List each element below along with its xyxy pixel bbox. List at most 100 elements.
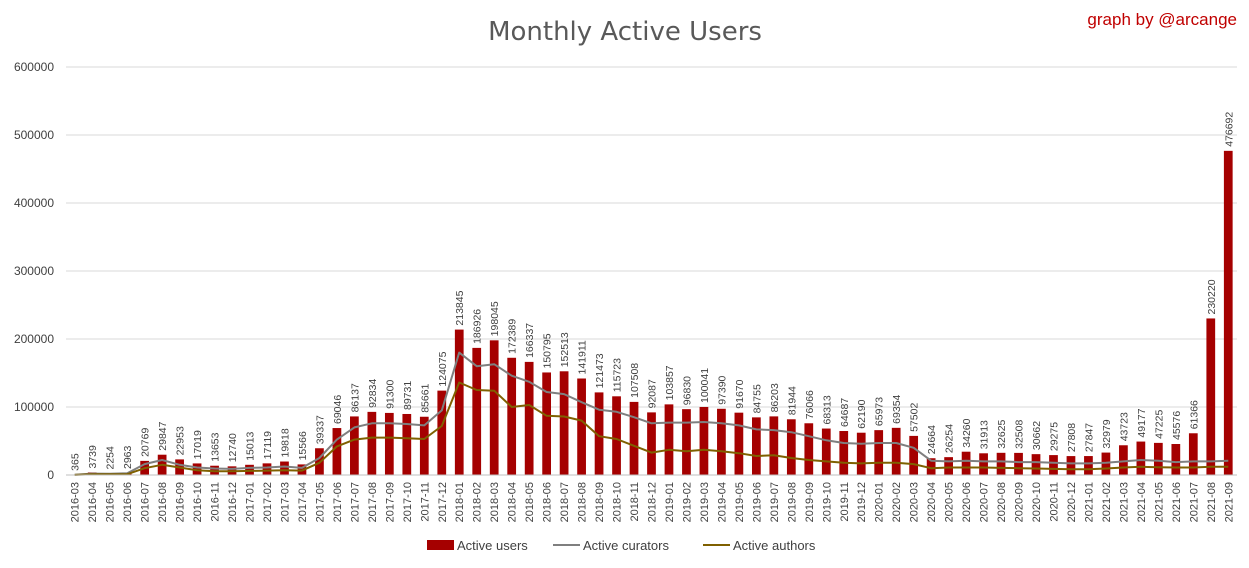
x-tick-label-2020-02: 2020-02 [891, 482, 903, 522]
data-label-2021-08: 230220 [1206, 279, 1218, 314]
bar-2018-07 [559, 371, 569, 475]
data-label-2018-07: 152513 [559, 332, 571, 367]
data-label-2019-10: 68313 [821, 395, 833, 424]
x-tick-label-2017-12: 2017-12 [437, 482, 449, 522]
data-label-2018-12: 92087 [647, 379, 659, 408]
data-label-2017-08: 92834 [367, 379, 379, 408]
data-label-2019-07: 86203 [769, 383, 781, 412]
legend-label-2: Active authors [733, 538, 816, 553]
x-tick-label-2021-06: 2021-06 [1171, 482, 1183, 522]
data-label-2018-03: 198045 [489, 301, 501, 336]
data-label-2021-09: 476692 [1223, 112, 1235, 147]
x-tick-label-2020-08: 2020-08 [996, 482, 1008, 522]
data-label-2020-11: 29275 [1049, 422, 1061, 451]
bar-2018-03 [489, 340, 499, 475]
bar-2020-07 [979, 453, 988, 475]
x-tick-label-2018-06: 2018-06 [542, 482, 554, 522]
data-label-2021-06: 45576 [1171, 411, 1183, 440]
x-tick-label-2020-09: 2020-09 [1014, 482, 1026, 522]
x-tick-label-2020-06: 2020-06 [961, 482, 973, 522]
bar-2021-03 [1119, 445, 1128, 475]
line-series [74, 351, 1229, 476]
x-tick-label-2019-03: 2019-03 [699, 482, 711, 522]
bar-2017-01 [245, 464, 254, 475]
data-label-2020-05: 26254 [944, 424, 956, 453]
x-tick-label-2016-07: 2016-07 [140, 482, 152, 522]
data-label-2018-06: 150795 [542, 333, 554, 368]
axis: 0 100000 200000 300000 400000 500000 600000 201… [14, 60, 1237, 522]
data-label-2018-08: 141911 [577, 340, 589, 374]
bar-2018-10 [612, 396, 621, 475]
x-tick-label-2017-02: 2017-02 [262, 482, 274, 522]
data-label-2018-11: 107508 [629, 363, 641, 398]
data-label-2016-11: 13653 [210, 432, 222, 461]
data-label-2020-09: 32508 [1014, 420, 1026, 449]
data-label-2021-02: 32979 [1101, 419, 1113, 448]
data-label-2017-04: 15566 [297, 431, 309, 460]
data-label-2016-07: 20769 [140, 428, 152, 457]
x-tick-label-2017-03: 2017-03 [280, 482, 292, 522]
data-label-2019-05: 91670 [734, 379, 746, 408]
x-tick-label-2021-03: 2021-03 [1118, 482, 1130, 522]
bar-2019-12 [856, 432, 866, 475]
x-tick-label-2017-08: 2017-08 [367, 482, 379, 522]
data-label-2019-11: 64687 [839, 398, 851, 427]
data-label-2016-12: 12740 [227, 433, 239, 462]
data-label-2016-06: 2963 [122, 445, 134, 469]
data-label-2019-04: 97390 [716, 375, 728, 404]
x-tick-label-2019-11: 2019-11 [839, 482, 851, 522]
bar-2020-05 [944, 457, 953, 475]
bar-2021-08 [1206, 318, 1216, 475]
data-label-2016-10: 17019 [192, 430, 204, 459]
data-label-2021-05: 47225 [1153, 410, 1165, 439]
x-tick-label-2020-11: 2020-11 [1049, 482, 1061, 522]
data-label-2020-02: 69354 [891, 394, 903, 423]
x-tick-label-2021-09: 2021-09 [1223, 482, 1235, 522]
data-label-2017-11: 85661 [419, 383, 431, 412]
bar-2018-01 [454, 329, 464, 475]
x-tick-label-2017-01: 2017-01 [245, 482, 257, 522]
x-tick-label-2021-07: 2021-07 [1188, 482, 1200, 522]
data-label-2020-12: 27808 [1066, 423, 1078, 452]
y-tick-label-5: 500000 [14, 128, 54, 142]
x-tick-label-2019-12: 2019-12 [856, 482, 868, 522]
x-tick-label-2018-01: 2018-01 [454, 482, 466, 522]
data-label-2020-08: 32625 [996, 419, 1008, 448]
data-label-2017-09: 91300 [384, 380, 396, 409]
x-tick-label-2018-10: 2018-10 [612, 482, 624, 522]
x-tick-label-2020-12: 2020-12 [1066, 482, 1078, 522]
data-label-2020-10: 30662 [1031, 421, 1043, 450]
x-tick-label-2017-05: 2017-05 [314, 482, 326, 522]
bar-2017-03 [280, 461, 289, 475]
bar-2018-11 [629, 401, 639, 475]
bar-2017-08 [367, 411, 377, 475]
x-tick-label-2018-02: 2018-02 [472, 482, 484, 522]
x-tick-label-2019-09: 2019-09 [804, 482, 816, 522]
bar-2017-11 [419, 416, 429, 475]
bar-2017-02 [262, 463, 272, 475]
x-tick-label-2018-12: 2018-12 [647, 482, 659, 522]
bar-2020-08 [996, 452, 1006, 475]
x-tick-label-2018-03: 2018-03 [489, 482, 501, 522]
data-label-2019-02: 96830 [682, 376, 694, 405]
legend-label-0: Active users [457, 538, 528, 553]
bar-2019-07 [769, 416, 779, 475]
x-tick-label-2017-04: 2017-04 [297, 482, 309, 522]
legend-swatch-0 [427, 540, 454, 550]
x-tick-label-2017-09: 2017-09 [384, 482, 396, 522]
data-label-2020-04: 24664 [926, 425, 938, 454]
data-label-2016-03: 365 [70, 453, 82, 471]
data-label-2016-04: 3739 [87, 445, 99, 469]
data-label-2017-07: 86137 [349, 383, 361, 412]
chart-title: Monthly Active Users [488, 17, 762, 47]
x-tick-label-2020-04: 2020-04 [926, 482, 938, 522]
x-tick-label-2019-07: 2019-07 [769, 482, 781, 522]
x-tick-label-2021-04: 2021-04 [1136, 482, 1148, 522]
data-label-2017-02: 17119 [262, 431, 274, 460]
bar-2018-09 [594, 392, 604, 475]
data-label-2018-02: 186926 [472, 309, 484, 344]
data-label-2019-01: 103857 [664, 365, 676, 400]
bar-2019-09 [804, 423, 814, 475]
bar-2018-02 [472, 347, 482, 475]
